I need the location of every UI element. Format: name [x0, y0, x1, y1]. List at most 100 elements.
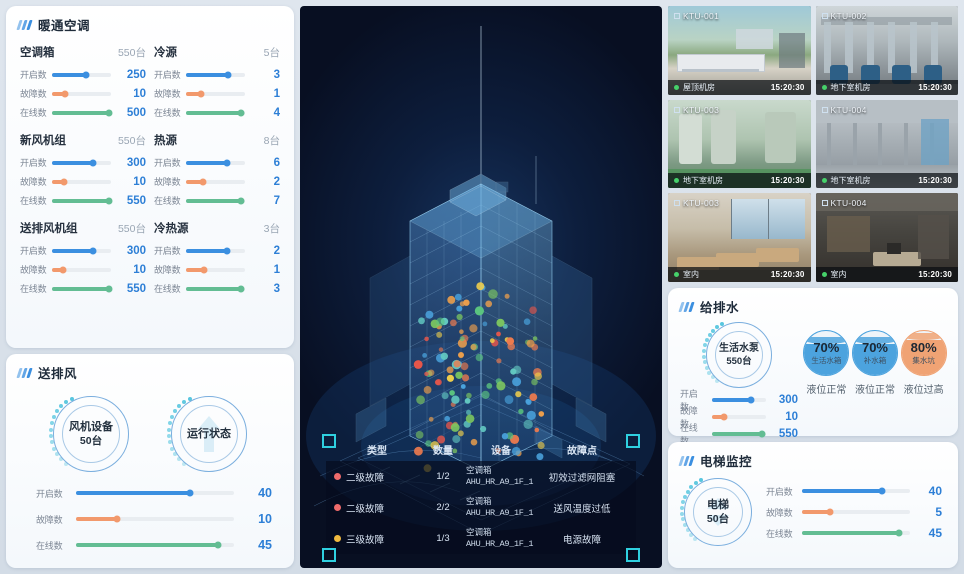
- metric-label: 故障数: [154, 177, 181, 187]
- metric-track[interactable]: [52, 266, 111, 273]
- metric-track[interactable]: [186, 285, 245, 292]
- metric-label: 在线数: [154, 284, 181, 294]
- metric-label: 开启数: [154, 158, 181, 168]
- accent-bars-icon: [16, 19, 33, 30]
- metric-track[interactable]: [802, 508, 910, 516]
- alarm-count: 2/2: [436, 502, 450, 513]
- camera-tile[interactable]: KTU-004 室内 15:20:30: [815, 193, 958, 282]
- metric-label: 在线数: [154, 196, 181, 206]
- col-header-fault: 故障点: [567, 446, 597, 457]
- hvac-group: 冷热源 3台 开启数 2 故障数 1 在线数 3: [154, 220, 280, 298]
- hvac-title: 暖通空调: [38, 19, 91, 33]
- metric-value: 300: [126, 156, 146, 169]
- camera-location: 地下室机房: [683, 176, 723, 186]
- metric-track[interactable]: [802, 529, 910, 537]
- metric-track[interactable]: [712, 413, 766, 420]
- alarm-row[interactable]: 二级故障 2/2 空调箱 AHU_HR_A9_1F_1 送风温度过低: [326, 492, 636, 523]
- gauge-status: 液位正常: [806, 385, 847, 396]
- metric-track[interactable]: [186, 90, 245, 97]
- metric-track[interactable]: [52, 71, 111, 78]
- metric-track[interactable]: [52, 90, 111, 97]
- metric-row: 在线数 45: [36, 532, 272, 558]
- online-led-icon: [674, 178, 679, 184]
- metric-label: 开启数: [766, 486, 793, 497]
- alarm-row[interactable]: 二级故障 1/2 空调箱 AHU_HR_A9_1F_1 初效过滤网阻塞: [326, 461, 636, 492]
- metric-row: 开启数 300: [20, 241, 146, 260]
- col-header-device: 设备: [491, 446, 511, 457]
- metric-track[interactable]: [712, 430, 766, 437]
- hvac-header: 暖通空调: [6, 6, 294, 38]
- metric-track[interactable]: [52, 159, 111, 166]
- metric-track[interactable]: [186, 71, 245, 78]
- camera-id: KTU-002: [821, 11, 867, 21]
- metric-label: 故障数: [154, 265, 181, 275]
- gauge-name: 集水坑: [912, 355, 935, 365]
- camera-tile[interactable]: KTU-001 屋顶机房 15:20:30: [668, 6, 811, 95]
- metric-row: 开启数 40: [766, 481, 942, 502]
- metric-value: 1: [273, 263, 280, 276]
- camera-tile[interactable]: KTU-002 地下室机房 15:20:30: [815, 6, 958, 95]
- metric-row: 在线数 4: [154, 103, 280, 122]
- metric-track[interactable]: [52, 178, 111, 185]
- alarm-fault-point: 初效过滤网阻塞: [548, 472, 616, 484]
- metric-track[interactable]: [186, 266, 245, 273]
- metric-value: 1: [273, 87, 280, 100]
- camera-id: KTU-004: [821, 105, 867, 115]
- gauge-percent: 70%: [861, 339, 888, 355]
- metric-row: 故障数 10: [20, 172, 146, 191]
- metric-track[interactable]: [186, 109, 245, 116]
- metric-value: 550: [126, 282, 146, 295]
- metric-value: 300: [126, 244, 146, 257]
- metric-row: 在线数 3: [154, 279, 280, 298]
- metric-track[interactable]: [186, 159, 245, 166]
- metric-value: 3: [273, 68, 280, 81]
- fan-header: 送排风: [6, 354, 294, 386]
- metric-row: 开启数 6: [154, 153, 280, 172]
- metric-track[interactable]: [76, 541, 234, 549]
- alarm-device: 空调箱 AHU_HR_A9_1F_1: [466, 465, 534, 487]
- camera-tile[interactable]: KTU-003 室内 15:20:30: [668, 193, 811, 282]
- hvac-group: 热源 8台 开启数 6 故障数 2 在线数 7: [154, 132, 280, 210]
- alarm-table: 类型 数量 设备 故障点 二级故障 1/2 空调箱 AHU_HR_A9_1F_1 …: [322, 434, 640, 562]
- building-3d-viewport[interactable]: 类型 数量 设备 故障点 二级故障 1/2 空调箱 AHU_HR_A9_1F_1 …: [300, 6, 662, 568]
- metric-track[interactable]: [802, 487, 910, 495]
- dial-inner-ring: [180, 405, 238, 463]
- alarm-row[interactable]: 三级故障 1/3 空调箱 AHU_HR_A9_1F_1 电源故障: [326, 523, 636, 554]
- metric-track[interactable]: [76, 515, 234, 523]
- online-led-icon: [821, 178, 827, 184]
- metric-track[interactable]: [52, 247, 111, 254]
- camera-tile[interactable]: KTU-004 地下室机房 15:20:30: [815, 99, 958, 189]
- metric-label: 在线数: [20, 108, 47, 118]
- metric-value: 7: [273, 194, 280, 207]
- metric-label: 故障数: [20, 177, 47, 187]
- camera-icon: [674, 200, 680, 207]
- metric-track[interactable]: [52, 197, 113, 204]
- metric-label: 故障数: [680, 405, 698, 429]
- metric-track[interactable]: [52, 109, 113, 116]
- metric-label: 故障数: [20, 89, 47, 99]
- metric-track[interactable]: [186, 197, 245, 204]
- dial-outer-ring: [171, 396, 247, 472]
- hvac-group-name: 送排风机组: [20, 223, 78, 235]
- metric-track[interactable]: [186, 247, 245, 254]
- right-column: KTU-001 屋顶机房 15:20:30 KTU-002 地下室机房 15:2…: [668, 6, 958, 568]
- hvac-group-total: 5台: [263, 47, 280, 59]
- metric-value: 550: [126, 194, 146, 207]
- metric-track[interactable]: [52, 285, 113, 292]
- metric-track[interactable]: [76, 489, 234, 497]
- alarm-type: 二级故障: [346, 503, 385, 515]
- metric-row: 故障数 1: [154, 260, 280, 279]
- elevator-metric-rows: 开启数 40 故障数 5 在线数 45: [766, 481, 942, 544]
- severity-dot-icon: [334, 504, 341, 511]
- camera-id: KTU-004: [821, 198, 867, 208]
- water-dial-value: 550台: [726, 356, 752, 367]
- metric-label: 开启数: [36, 488, 63, 499]
- metric-track[interactable]: [712, 396, 766, 403]
- metric-track[interactable]: [186, 178, 245, 185]
- water-level-gauges: 70% 生活水箱 液位正常 70% 补水箱 液位正常 80% 集水坑 液位过高: [802, 322, 948, 442]
- metric-row: 故障数 5: [766, 502, 942, 523]
- hvac-group-total: 550台: [117, 135, 146, 147]
- camera-tile[interactable]: KTU-003 地下室机房 15:20:30: [668, 99, 811, 189]
- camera-id: KTU-003: [674, 198, 719, 208]
- dial-inner-ring: [693, 487, 743, 537]
